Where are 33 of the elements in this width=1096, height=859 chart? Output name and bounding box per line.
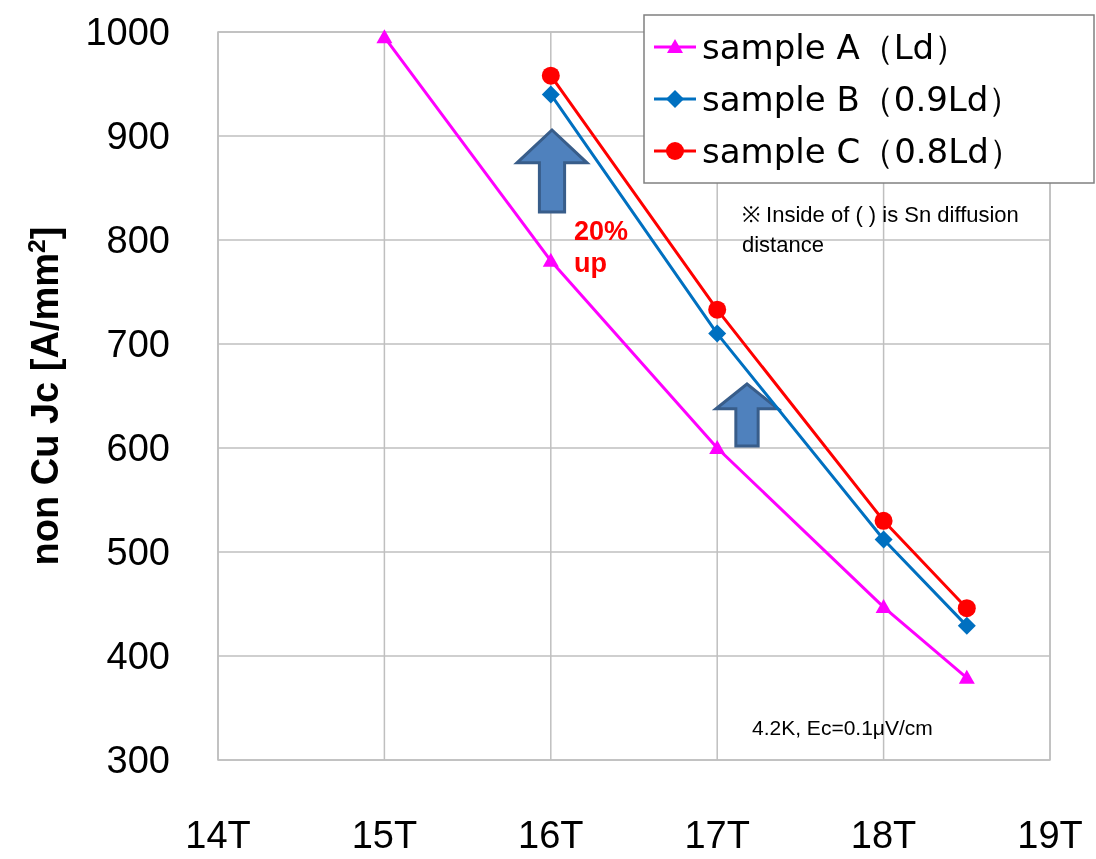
annotation: 4.2K, Ec=0.1μV/cm	[752, 716, 933, 739]
x-tick-label: 15T	[351, 814, 418, 856]
x-tick-label: 18T	[850, 814, 917, 856]
legend-label: sample A（Ld）	[702, 27, 969, 67]
x-tick-label: 14T	[185, 814, 251, 856]
x-tick-label: 17T	[684, 814, 750, 856]
point	[957, 616, 976, 635]
y-tick-label: 1000	[85, 11, 170, 53]
point	[875, 599, 892, 614]
point	[708, 300, 727, 319]
point	[376, 29, 393, 44]
x-tick-label: 19T	[1017, 814, 1083, 856]
x-tick-label: 16T	[518, 814, 584, 856]
y-tick-label: 400	[106, 635, 170, 677]
y-tick-label: 500	[106, 531, 170, 573]
point	[541, 85, 560, 104]
point	[874, 530, 893, 549]
point	[957, 599, 976, 618]
annotation: ※ Inside of ( ) is Sn diffusion distance	[742, 202, 1019, 257]
legend-label: sample C（0.8Ld）	[702, 131, 1023, 171]
y-tick-label: 300	[106, 739, 170, 781]
y-tick-label: 700	[106, 323, 170, 365]
annotation: 20% up	[574, 216, 629, 278]
point	[874, 511, 893, 530]
legend-label: sample B（0.9Ld）	[702, 79, 1023, 119]
point	[542, 252, 559, 267]
y-tick-label: 900	[106, 115, 170, 157]
y-tick-label: 600	[106, 427, 170, 469]
point	[708, 324, 727, 343]
point	[541, 66, 560, 85]
point	[958, 669, 975, 684]
point	[709, 440, 726, 454]
y-tick-label: 800	[106, 219, 170, 261]
